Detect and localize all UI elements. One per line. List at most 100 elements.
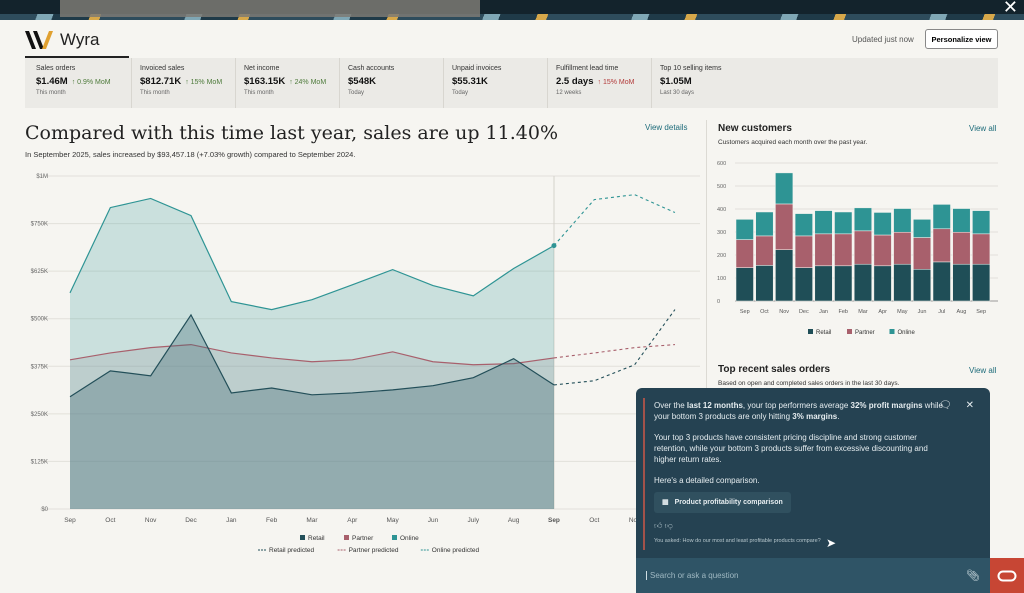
kpi-card[interactable]: Net income $163.15K ↑ 24% MoM This month bbox=[236, 58, 340, 108]
legend-label: Partner predicted bbox=[349, 547, 399, 554]
sales-area-chart: $0 $125K $250K $375K $500K $625K $750K $1M Sep Oc… bbox=[31, 174, 700, 554]
bar-partner bbox=[814, 233, 833, 267]
legend-label: Online predicted bbox=[432, 547, 480, 554]
close-icon[interactable]: ✕ bbox=[1002, 0, 1018, 17]
kpi-value: 2.5 days bbox=[556, 76, 594, 87]
bar-retail bbox=[814, 265, 833, 302]
updated-status: Updated just now bbox=[852, 35, 914, 44]
bar-online bbox=[755, 211, 774, 237]
bar-online bbox=[972, 210, 991, 235]
top-orders-view-all[interactable]: View all bbox=[969, 366, 997, 375]
area-retail bbox=[70, 314, 554, 509]
bar-partner bbox=[952, 231, 971, 265]
bar-partner bbox=[932, 228, 951, 263]
kpi-delta: ↑ 15% MoM bbox=[185, 79, 223, 86]
close-panel-icon[interactable]: ✕ bbox=[965, 400, 974, 411]
oracle-logo-icon bbox=[997, 570, 1017, 581]
response-accent bbox=[643, 398, 645, 550]
bar-online bbox=[814, 210, 833, 235]
x-tick-label: Jan bbox=[819, 309, 828, 315]
legend-label: Partner bbox=[352, 535, 374, 542]
x-tick-label: July bbox=[468, 517, 480, 524]
background-banner: ✕ bbox=[0, 0, 1024, 20]
new-customers-view-all[interactable]: View all bbox=[969, 124, 997, 133]
bar-retail bbox=[893, 263, 912, 302]
y-tick-label: $500K bbox=[31, 317, 48, 323]
bar-partner bbox=[893, 231, 912, 265]
kpi-card[interactable]: Fulfillment lead time 2.5 days ↑ 15% MoM 12… bbox=[548, 58, 652, 108]
page-subtitle: In September 2025, sales increased by $9… bbox=[25, 150, 356, 159]
y-tick-label: 300 bbox=[717, 230, 726, 236]
bar-retail bbox=[755, 265, 774, 302]
kpi-period: This month bbox=[36, 90, 66, 96]
y-tick-label: 600 bbox=[717, 161, 726, 167]
bar-online bbox=[913, 219, 932, 238]
feedback-icon[interactable]: 🗨 bbox=[938, 400, 952, 411]
kpi-delta: ↑ 15% MoM bbox=[597, 79, 635, 86]
personalize-view-button[interactable]: Personalize view bbox=[925, 29, 998, 49]
kpi-card[interactable]: Top 10 selling items $1.05M Last 30 days bbox=[652, 58, 756, 108]
kpi-card[interactable]: Cash accounts $548K Today bbox=[340, 58, 444, 108]
x-tick-label: May bbox=[897, 309, 908, 315]
predicted-line bbox=[553, 309, 676, 386]
predicted-line bbox=[553, 194, 676, 247]
line-retail bbox=[69, 313, 555, 398]
kpi-card[interactable]: Unpaid invoices $55.31K Today bbox=[444, 58, 548, 108]
legend-swatch bbox=[847, 329, 852, 334]
x-tick-label: Sep bbox=[64, 517, 76, 524]
bar-retail bbox=[913, 269, 932, 302]
bar-online bbox=[873, 212, 892, 236]
new-customers-title: New customers bbox=[718, 123, 792, 134]
oracle-assistant-button[interactable] bbox=[990, 558, 1024, 593]
y-tick-label: $375K bbox=[31, 364, 48, 370]
legend-swatch bbox=[344, 535, 349, 540]
thumbs-up-icon[interactable]: 👍︎ bbox=[654, 521, 663, 530]
ask-input[interactable] bbox=[646, 571, 967, 580]
y-tick-label: $625K bbox=[31, 269, 48, 275]
thumbs-down-icon[interactable]: 👎︎ bbox=[664, 521, 673, 530]
x-tick-label: Dec bbox=[185, 517, 197, 524]
bar-online bbox=[794, 213, 813, 237]
legend-swatch bbox=[392, 535, 397, 540]
wyra-logo-icon bbox=[25, 31, 53, 49]
kpi-label: Invoiced sales bbox=[140, 65, 185, 72]
y-tick-label: $750K bbox=[31, 222, 48, 228]
kpi-card[interactable]: Sales orders $1.46M ↑ 0.9% MoM This month bbox=[28, 58, 132, 108]
kpi-period: 12 weeks bbox=[556, 90, 582, 96]
line-online bbox=[69, 197, 555, 311]
x-tick-label: Mar bbox=[858, 309, 868, 315]
bar-retail bbox=[794, 267, 813, 302]
active-tab-indicator bbox=[25, 56, 129, 59]
x-tick-label: Oct bbox=[105, 517, 115, 524]
x-tick-label: Sep bbox=[548, 517, 560, 524]
logo: Wyra bbox=[24, 30, 100, 50]
attach-icon[interactable]: 📎︎ bbox=[966, 570, 980, 582]
kpi-card[interactable]: Invoiced sales $812.71K ↑ 15% MoM This mont… bbox=[132, 58, 236, 108]
bar-online bbox=[735, 219, 754, 240]
x-tick-label: Feb bbox=[266, 517, 278, 524]
kpi-period: Last 30 days bbox=[660, 90, 695, 96]
product-profitability-card[interactable]: ▦ Product profitability comparison bbox=[654, 492, 791, 513]
kpi-value: $163.15K bbox=[244, 76, 286, 87]
kpi-value: $812.71K bbox=[140, 76, 182, 87]
x-tick-label: Feb bbox=[839, 309, 848, 315]
bar-partner bbox=[755, 235, 774, 266]
x-tick-label: Aug bbox=[508, 517, 520, 524]
bar-retail bbox=[775, 249, 794, 302]
view-details-link[interactable]: View details bbox=[645, 123, 688, 132]
bar-partner bbox=[834, 233, 853, 267]
y-tick-label: $0 bbox=[41, 507, 48, 513]
kpi-label: Unpaid invoices bbox=[452, 65, 502, 72]
bar-partner bbox=[873, 234, 892, 267]
kpi-label: Fulfillment lead time bbox=[556, 65, 619, 72]
area-online bbox=[70, 198, 554, 509]
x-tick-label: Apr bbox=[878, 309, 887, 315]
y-tick-label: $125K bbox=[31, 459, 48, 465]
x-tick-label: Aug bbox=[957, 309, 967, 315]
x-tick-label: Jun bbox=[918, 309, 927, 315]
legend-label: Retail bbox=[308, 535, 325, 542]
asked-question: You asked: How do our most and least pro… bbox=[654, 538, 821, 544]
x-tick-label: Apr bbox=[347, 517, 358, 524]
legend-label: Online bbox=[898, 330, 916, 336]
bar-retail bbox=[952, 263, 971, 302]
